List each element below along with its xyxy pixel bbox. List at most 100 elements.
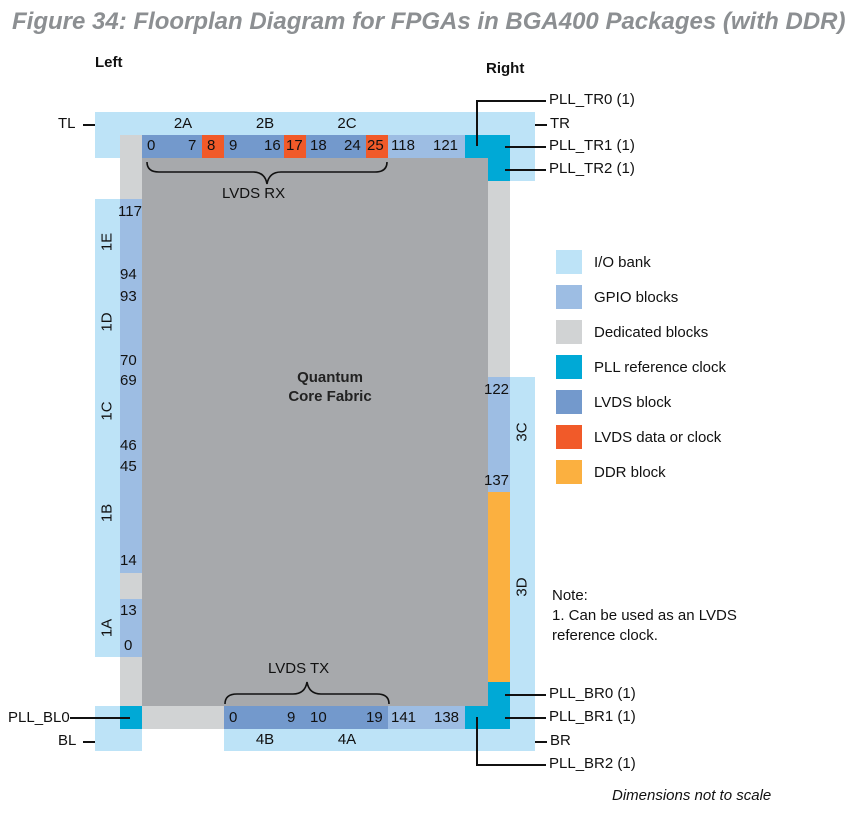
legend-item: DDR block xyxy=(556,460,666,484)
left-heading: Left xyxy=(95,54,123,71)
pll-tr2-leader xyxy=(505,169,546,171)
lvds-block-4a xyxy=(306,706,388,729)
lvds-clock-block-25 xyxy=(366,135,388,158)
legend-label: LVDS block xyxy=(594,393,672,411)
legend-swatch xyxy=(556,390,582,414)
pll-tr2-block xyxy=(488,158,510,181)
num-top-118: 118 xyxy=(391,137,415,154)
bottom-dedicated xyxy=(142,706,224,729)
pll-bl0-label: PLL_BL0 xyxy=(8,709,70,726)
bank-1b xyxy=(95,457,120,573)
legend-item: Dedicated blocks xyxy=(556,320,708,344)
lvds-block-4b xyxy=(224,706,306,729)
num-top-17: 17 xyxy=(286,137,303,154)
note-heading: Note: xyxy=(552,587,588,604)
lvds-rx-brace xyxy=(146,161,388,185)
num-top-25: 25 xyxy=(367,137,384,154)
gpio-block-1d xyxy=(120,285,142,371)
lvds-tx-brace xyxy=(224,681,390,705)
bank-4a: 4A xyxy=(306,729,388,751)
footer-note: Dimensions not to scale xyxy=(612,787,772,804)
lvds-block-2c xyxy=(306,135,366,158)
legend-item: LVDS block xyxy=(556,390,671,414)
left-dedicated-bottom xyxy=(120,657,142,706)
num-bottom-10: 10 xyxy=(310,709,327,726)
gpio-block-1b xyxy=(120,457,142,573)
gpio-block-1e xyxy=(120,199,142,285)
pll-tr0-leader-v xyxy=(476,100,478,146)
num-left-45: 45 xyxy=(120,458,137,475)
num-top-16: 16 xyxy=(264,137,281,154)
legend-item: LVDS data or clock xyxy=(556,425,721,449)
pll-tr2-label: PLL_TR2 (1) xyxy=(549,160,635,177)
br-corner-bank xyxy=(388,729,535,751)
legend-label: DDR block xyxy=(594,463,666,481)
num-top-18: 18 xyxy=(310,137,327,154)
pll-tr1-leader xyxy=(505,146,546,148)
gpio-block-1c xyxy=(120,371,142,457)
lvds-rx-label: LVDS RX xyxy=(222,185,286,202)
pll-tr1-label: PLL_TR1 (1) xyxy=(549,137,635,154)
right-heading: Right xyxy=(486,60,525,77)
num-top-121: 121 xyxy=(433,137,459,154)
pll-br0-leader xyxy=(505,694,546,696)
num-bottom-0: 0 xyxy=(229,709,238,726)
left-dedicated-1a xyxy=(120,573,142,599)
bank-2a: 2A xyxy=(142,112,224,135)
tr-corner-bank xyxy=(488,112,510,135)
legend-swatch xyxy=(556,320,582,344)
num-right-137: 137 xyxy=(484,472,510,489)
bl-label: BL xyxy=(58,732,77,749)
br-label: BR xyxy=(550,732,571,749)
pll-tr0-block xyxy=(465,135,488,158)
legend-item: GPIO blocks xyxy=(556,285,678,309)
num-top-24: 24 xyxy=(344,137,361,154)
lvds-tx-label: LVDS TX xyxy=(268,660,330,677)
core-label-line2: Core Fabric xyxy=(288,388,372,405)
pll-tr0-leader-h xyxy=(476,100,546,102)
num-bottom-138: 138 xyxy=(434,709,460,726)
core-fabric xyxy=(142,158,488,706)
num-top-8: 8 xyxy=(207,137,216,154)
legend-label: I/O bank xyxy=(594,253,651,271)
pll-br0-label: PLL_BR0 (1) xyxy=(549,685,636,702)
bank-1e xyxy=(95,199,120,285)
num-right-122: 122 xyxy=(484,381,510,398)
tl-dedicated-block xyxy=(120,135,142,158)
legend-label: Dedicated blocks xyxy=(594,323,709,341)
tr-label: TR xyxy=(550,115,570,132)
tl-label: TL xyxy=(58,115,76,132)
bl-corner-bank xyxy=(95,729,142,751)
pll-bl0-block xyxy=(120,706,142,729)
bank-2b: 2B xyxy=(224,112,306,135)
num-left-0: 0 xyxy=(124,637,133,654)
legend-swatch xyxy=(556,285,582,309)
note-line2: reference clock. xyxy=(552,627,658,644)
core-label-line1: Quantum xyxy=(297,369,363,386)
bank-3d-label: 3D xyxy=(513,577,531,597)
num-left-70: 70 xyxy=(120,352,137,369)
tl-leader-line xyxy=(83,124,95,126)
legend-label: LVDS data or clock xyxy=(594,428,722,446)
lvds-block-2a xyxy=(142,135,202,158)
num-left-117: 117 xyxy=(118,203,142,220)
core-fabric-label: Quantum Core Fabric xyxy=(230,368,430,406)
bank-3d xyxy=(510,492,535,682)
num-left-94: 94 xyxy=(120,266,137,283)
lvds-clock-block-8 xyxy=(202,135,224,158)
gpio-block-top xyxy=(388,135,465,158)
gpio-block-bottom xyxy=(388,706,465,729)
legend-item: I/O bank xyxy=(556,250,651,274)
legend-item: PLL reference clock xyxy=(556,355,726,379)
num-left-14: 14 xyxy=(120,552,137,569)
pll-br2-label: PLL_BR2 (1) xyxy=(549,755,636,772)
num-left-69: 69 xyxy=(120,372,137,389)
legend-label: PLL reference clock xyxy=(594,358,727,376)
lvds-clock-block-17 xyxy=(284,135,306,158)
pll-bl0-leader xyxy=(70,717,130,719)
note-line1: 1. Can be used as an LVDS xyxy=(552,607,737,624)
num-bottom-141: 141 xyxy=(391,709,417,726)
num-bottom-19: 19 xyxy=(366,709,383,726)
legend-swatch xyxy=(556,425,582,449)
num-top-9: 9 xyxy=(229,137,238,154)
